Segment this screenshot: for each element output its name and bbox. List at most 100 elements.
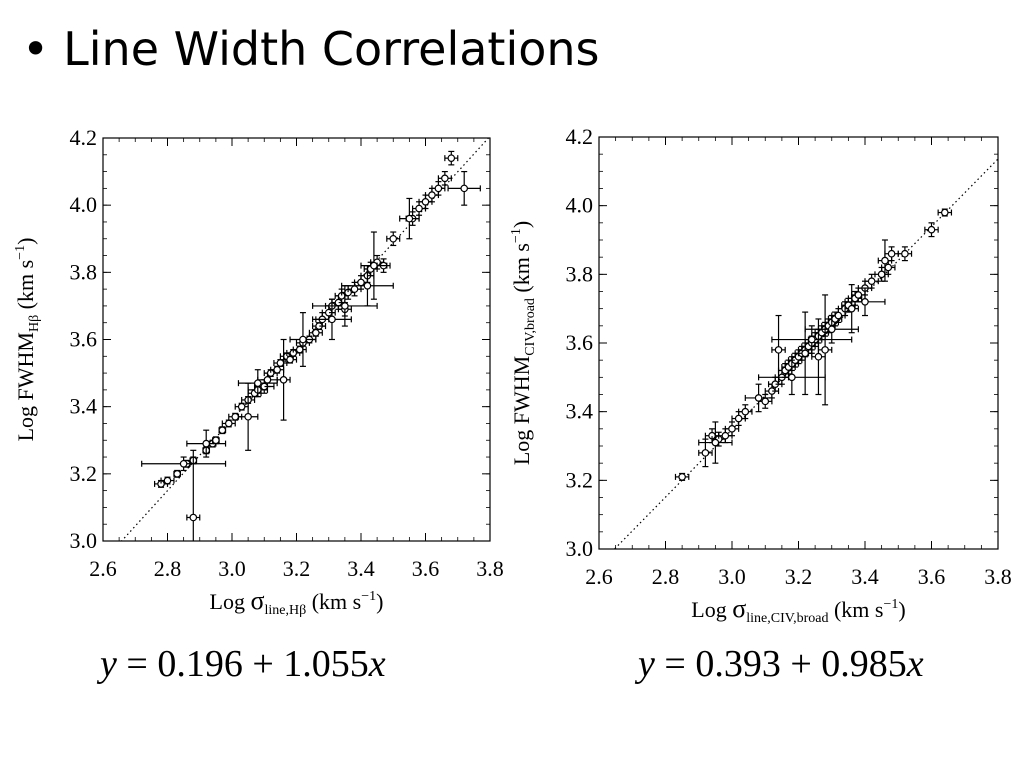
data-point-marker [299,335,307,344]
slide-title: • Line Width Correlations [22,14,600,84]
x-tick-label: 3.6 [412,556,440,581]
data-point [270,365,285,374]
data-point-marker [711,438,720,447]
data-point [704,428,720,444]
equation-plus: + [242,643,284,685]
data-point-marker [788,373,796,382]
data-point-marker [370,261,378,270]
data-point [738,404,753,420]
data-point [674,472,690,481]
data-point-marker [312,328,320,337]
data-point-marker [357,278,365,287]
data-point-marker [244,412,252,421]
data-point-wide-error [844,287,886,317]
y-tick-label: 3.2 [566,467,594,492]
y-tick-label: 3.2 [70,461,98,486]
data-point-marker [901,249,909,258]
equation-slope: 1.055 [283,643,369,685]
y-axis-label: Log FWHMHβ (km s−1) [13,238,42,442]
data-point-marker [273,365,281,374]
data-point [897,246,913,262]
x-tick-label: 3.0 [718,564,746,589]
data-point [724,421,740,437]
scatter-plot-civ: 2.6 2.8 3.0 3.2 3.4 3.6 3.8 3.0 3.2 3.4 3.6 3.8 4.0 4… [509,124,1012,626]
data-point [864,273,879,289]
chart-panel-civ: 2.6 2.8 3.0 3.2 3.4 3.6 3.8 3.0 3.2 3.4 3.6 3.8 4.0 4… [505,110,1024,640]
data-point [437,170,452,186]
data-point-marker [363,281,372,290]
equation-equals: = [116,643,158,685]
data-point-marker [754,394,763,402]
x-tick-label: 3.4 [851,564,879,589]
data-point-wide-error [744,383,773,413]
x-axis-label: Log σline,Hβ (km s−1) [210,586,384,618]
data-point [160,476,175,485]
data-point [424,187,439,203]
x-tick-label: 3.6 [918,564,946,589]
data-point-marker [774,346,783,354]
x-tick-label: 2.8 [154,556,182,581]
data-point [173,469,181,478]
data-point-marker [827,325,836,334]
data-point-marker [421,198,430,206]
data-point-marker [341,302,349,310]
data-point [292,345,307,354]
x-tick-label: 2.6 [89,556,117,581]
data-point-marker [927,225,936,234]
x-tick-label: 3.4 [347,556,375,581]
data-point-marker [460,184,469,193]
data-point-wide-error [399,197,420,240]
data-point-marker [295,345,304,354]
data-point-marker [741,407,750,416]
data-point [218,426,227,435]
data-point-marker [877,270,886,279]
data-point-marker [237,402,246,411]
data-point [937,208,953,217]
equation-equals: = [654,643,696,685]
data-point-marker [884,263,893,272]
data-point-marker [405,214,414,223]
data-point-wide-error [141,456,227,472]
data-point-marker [834,311,843,320]
equation-plus: + [780,643,822,685]
data-point-marker [328,315,336,324]
y-axis-label: Log FWHMCIV,broad (km s−1) [509,221,538,465]
data-point-marker [218,426,227,434]
fit-line [120,138,490,541]
data-point-marker [447,154,456,162]
data-point-marker [678,473,686,481]
data-point-wide-error [811,318,826,396]
data-point [273,359,288,367]
data-point-marker [814,352,823,361]
data-point-marker [189,513,198,522]
data-point-marker [847,304,856,313]
data-point-marker [350,285,359,293]
y-tick-label: 3.8 [70,259,98,284]
data-point-marker [179,459,188,468]
data-point-marker [286,355,294,364]
data-point-wide-error [360,231,388,300]
x-tick-label: 3.0 [218,556,246,581]
data-point-wide-error [797,311,813,396]
x-tick-label: 3.8 [984,564,1012,589]
data-point-marker [940,208,949,217]
plot-frame [598,136,999,550]
data-point [698,438,713,468]
x-tick-label: 3.8 [476,556,504,581]
data-point-wide-error [698,421,733,464]
data-point-wide-error [276,338,291,421]
equation-x: x [906,643,924,685]
equation-intercept: 0.196 [157,643,243,685]
data-point [447,170,481,206]
plot-area [613,158,998,549]
data-point [444,150,459,166]
x-tick-label: 3.2 [785,564,813,589]
data-point-marker [253,379,262,387]
data-point-wide-error [186,449,201,541]
data-point-marker [761,397,770,406]
y-tick-label: 4.0 [566,193,594,218]
data-point-marker [434,184,443,193]
equation-slope: 0.985 [821,643,907,685]
x-axis-label: Log σline,CIV,broad (km s−1) [691,594,905,626]
data-point-wide-error [758,359,826,396]
